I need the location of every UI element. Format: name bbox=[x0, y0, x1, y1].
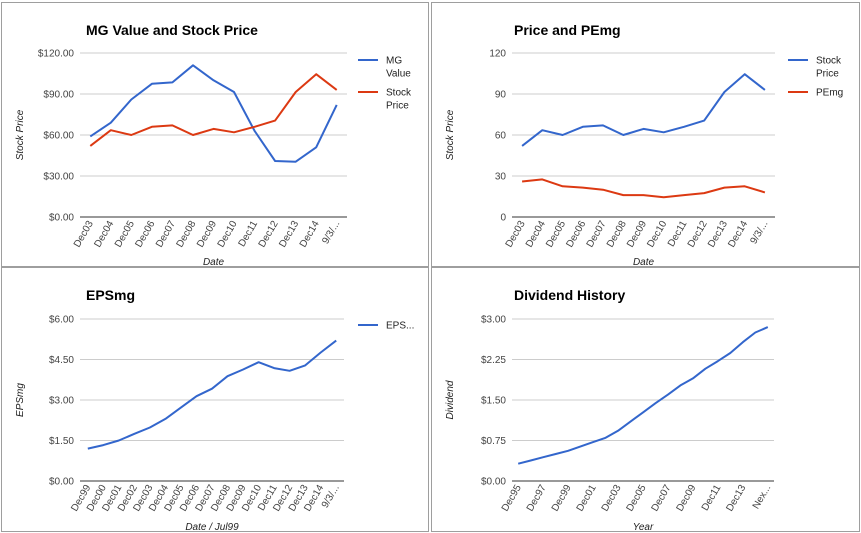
x-tick-label: Dec09 bbox=[675, 483, 699, 514]
y-axis-label: Stock Price bbox=[15, 109, 26, 160]
chart-title: Price and PEmg bbox=[514, 22, 621, 38]
y-tick-label: 60 bbox=[495, 131, 507, 142]
x-tick-label: Dec07 bbox=[650, 483, 674, 514]
series-line-eps- bbox=[87, 339, 337, 450]
y-tick-label: $3.00 bbox=[481, 315, 506, 326]
chart-svg-epsmg: EPSmg$0.00$1.50$3.00$4.50$6.00Dec99Dec00… bbox=[15, 287, 414, 531]
legend-label: EPS... bbox=[386, 321, 414, 332]
y-tick-label: $1.50 bbox=[49, 436, 74, 447]
y-tick-label: $0.00 bbox=[49, 477, 74, 488]
y-tick-label: $3.00 bbox=[49, 396, 74, 407]
chart-panel-mg-value-stock-price: MG Value and Stock Price $0.00 $30.00 $60.0… bbox=[1, 2, 429, 267]
chart-title: Dividend History bbox=[514, 287, 625, 303]
series-line-stock-price bbox=[89, 73, 338, 147]
y-tick-label: $0.00 bbox=[49, 213, 74, 224]
series-line-mg-value bbox=[89, 64, 338, 163]
chart-panel-dividend-history: Dividend History $0.00 $0.75 $1.50 $2.25 $3.0… bbox=[431, 267, 860, 532]
chart-panel-price-pemg: Price and PEmg 0 30 60 90 120 Dec03 Dec04 Dec05 D… bbox=[431, 2, 860, 267]
legend-label: Price bbox=[386, 101, 409, 112]
x-tick-label: Dec11 bbox=[700, 483, 724, 513]
x-tick-label: Dec14 bbox=[726, 219, 750, 250]
y-tick-label: $2.25 bbox=[481, 355, 506, 366]
chart-panel-epsmg: EPSmg $0.00 $1.50 $3.00 $4.50 $6.00 Dec99 Dec00… bbox=[1, 267, 429, 532]
x-tick-label: 9/3/... bbox=[748, 219, 770, 246]
x-tick-label: 9/3/... bbox=[320, 219, 342, 246]
x-tick-label: Dec01 bbox=[575, 483, 599, 514]
x-tick-label: Dec10 bbox=[645, 219, 669, 250]
y-axis-label: EPSmg bbox=[15, 383, 26, 417]
x-axis-label: Date bbox=[203, 257, 225, 266]
legend-label: Stock bbox=[816, 56, 842, 67]
y-tick-label: 30 bbox=[495, 172, 507, 183]
x-tick-label: Dec10 bbox=[216, 219, 240, 250]
y-tick-label: $90.00 bbox=[43, 90, 74, 101]
x-tick-label: Dec97 bbox=[525, 483, 549, 514]
x-tick-label: Dec99 bbox=[550, 483, 574, 514]
y-tick-label: $6.00 bbox=[49, 315, 74, 326]
legend-label: PEmg bbox=[816, 88, 843, 99]
y-tick-label: 120 bbox=[489, 49, 506, 60]
chart-title: EPSmg bbox=[86, 287, 135, 303]
y-tick-label: $4.50 bbox=[49, 355, 74, 366]
y-tick-label: $1.50 bbox=[481, 396, 506, 407]
x-axis-label: Date bbox=[633, 257, 655, 266]
x-tick-label: Dec03 bbox=[600, 483, 624, 514]
x-axis-label: Date / Jul99 bbox=[185, 522, 239, 531]
y-tick-label: 0 bbox=[500, 213, 506, 224]
chart-svg-price-pemg: Price and PEmg0306090120Dec03Dec04Dec05D… bbox=[445, 22, 843, 266]
legend-label: MG bbox=[386, 56, 402, 67]
y-tick-label: $30.00 bbox=[43, 172, 74, 183]
y-tick-label: $0.75 bbox=[481, 436, 506, 447]
series-line-stock-price bbox=[521, 73, 766, 147]
chart-svg-dividend-history: Dividend History $0.00 $0.75 $1.50 $2.25 $3.0… bbox=[445, 287, 774, 531]
series-line-pemg bbox=[521, 178, 766, 199]
x-tick-label: Dec14 bbox=[298, 219, 322, 250]
y-tick-label: 90 bbox=[495, 90, 507, 101]
legend-label: Stock bbox=[386, 88, 412, 99]
y-tick-label: $120.00 bbox=[38, 49, 75, 60]
chart-svg-mg-value: MG Value and Stock Price $0.00 $30.00 $60.0… bbox=[15, 22, 412, 266]
legend-label: Value bbox=[386, 69, 411, 80]
chart-title: MG Value and Stock Price bbox=[86, 22, 258, 38]
x-tick-label: Dec05 bbox=[625, 483, 649, 514]
x-tick-label: Nex... bbox=[751, 483, 774, 511]
series-line-data bbox=[517, 326, 769, 465]
y-tick-label: $0.00 bbox=[481, 477, 506, 488]
y-axis-label: Dividend bbox=[445, 380, 456, 419]
x-tick-label: Dec13 bbox=[724, 483, 748, 514]
y-tick-label: $60.00 bbox=[43, 131, 74, 142]
x-axis-label: Year bbox=[633, 522, 654, 531]
y-axis-label: Stock Price bbox=[445, 109, 456, 160]
legend-label: Price bbox=[816, 69, 839, 80]
